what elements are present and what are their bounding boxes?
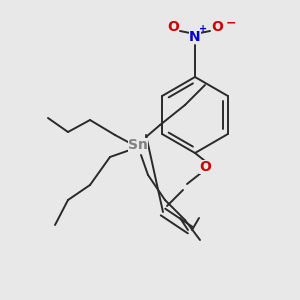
Text: +: + (199, 24, 207, 34)
Text: O: O (167, 20, 179, 34)
Text: Sn: Sn (128, 138, 148, 152)
Text: N: N (189, 30, 201, 44)
Text: O: O (211, 20, 223, 34)
Text: O: O (199, 160, 211, 174)
Text: −: − (226, 16, 236, 29)
